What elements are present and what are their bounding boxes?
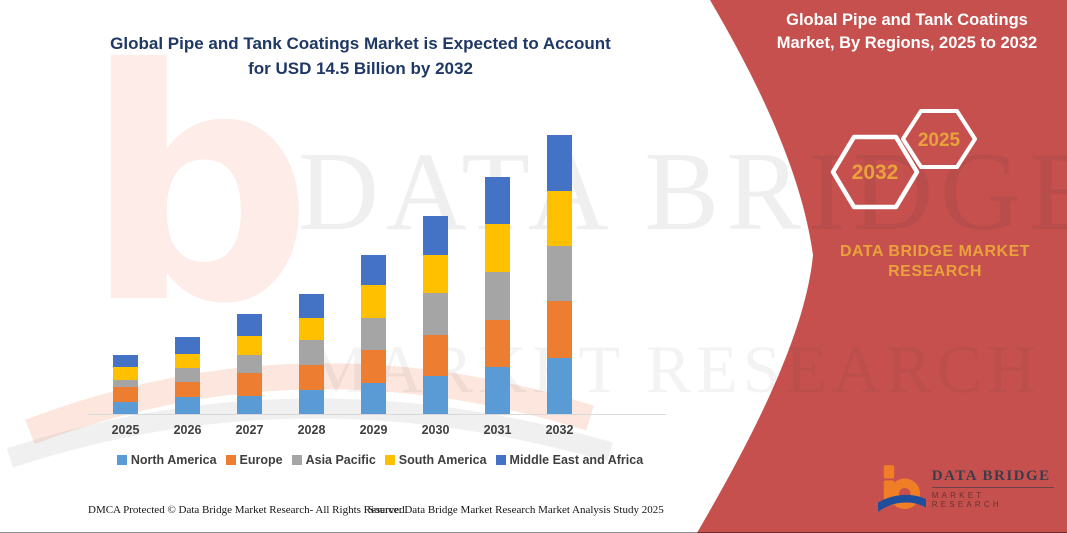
chart-legend: North America Europe Asia Pacific South Ame… — [80, 453, 680, 467]
data-bridge-b-icon — [878, 465, 926, 512]
x-tick-label-2030: 2030 — [421, 423, 450, 437]
x-tick-label-2025: 2025 — [111, 423, 140, 437]
bar-2025-segment-europe — [113, 387, 138, 402]
bar-2025-segment-middle-east-and-africa — [113, 355, 138, 367]
logo-text: DATA BRIDGE MARKET RESEARCH — [931, 468, 1054, 509]
bar-2029-segment-south-america — [361, 285, 386, 318]
x-tick-label-2027: 2027 — [235, 423, 264, 437]
x-tick-label-2026: 2026 — [173, 423, 202, 437]
bar-2031-segment-europe — [485, 320, 510, 367]
chart-title: Global Pipe and Tank Coatings Market is … — [108, 31, 613, 81]
bar-2029 — [361, 255, 386, 414]
hexagon-2032 — [830, 134, 920, 210]
bar-2031 — [485, 177, 510, 414]
bar-2032-segment-asia-pacific — [547, 246, 572, 301]
hexagon-2025 — [901, 109, 977, 169]
x-tick-label-2028: 2028 — [297, 423, 326, 437]
legend-item-europe: Europe — [225, 453, 283, 467]
legend-item-north-america: North America — [116, 453, 217, 467]
legend-swatch-north-america — [116, 455, 127, 465]
bar-2030-segment-south-america — [423, 255, 448, 293]
hexagon-2032-label: 2032 — [852, 161, 899, 184]
bar-2025-segment-north-america — [113, 402, 138, 414]
bar-2032-segment-europe — [547, 301, 572, 358]
bar-2026-segment-north-america — [175, 397, 200, 414]
bar-2027-segment-asia-pacific — [237, 355, 262, 373]
bar-2029-segment-middle-east-and-africa — [361, 255, 386, 285]
x-axis-line — [88, 414, 666, 415]
x-tick-label-2029: 2029 — [359, 423, 388, 437]
legend-swatch-europe — [225, 455, 236, 465]
footer-source-text: Source: Data Bridge Market Research Mark… — [368, 504, 664, 516]
bar-2027-segment-middle-east-and-africa — [237, 314, 262, 336]
bar-2027-segment-south-america — [237, 336, 262, 355]
banner-heading: Global Pipe and Tank Coatings Market, By… — [757, 9, 1057, 55]
legend-label-middle-east-and-africa: Middle East and Africa — [509, 453, 644, 467]
bar-2030-segment-north-america — [423, 376, 448, 414]
bar-2029-segment-north-america — [361, 383, 386, 414]
banner-brand-text: DATA BRIDGE MARKET RESEARCH — [828, 242, 1042, 282]
banner-brand-line1: DATA BRIDGE MARKET — [839, 243, 1031, 260]
legend-label-south-america: South America — [398, 453, 487, 467]
bar-2030-segment-europe — [423, 335, 448, 376]
plot-area — [95, 125, 665, 414]
legend-label-north-america: North America — [130, 453, 217, 467]
bar-2029-segment-europe — [361, 350, 386, 383]
bar-2031-segment-south-america — [485, 224, 510, 272]
bar-2027-segment-north-america — [237, 396, 262, 414]
banner-shape — [697, 0, 1067, 533]
banner-brand-line2: RESEARCH — [888, 263, 982, 280]
bar-2026-segment-asia-pacific — [175, 368, 200, 382]
x-tick-label-2031: 2031 — [483, 423, 512, 437]
logo-sub-name: MARKET RESEARCH — [931, 490, 1002, 509]
bar-2028-segment-middle-east-and-africa — [299, 294, 324, 318]
x-tick-label-2032: 2032 — [545, 423, 574, 437]
bar-2031-segment-asia-pacific — [485, 272, 510, 320]
bar-2032-segment-middle-east-and-africa — [547, 135, 572, 191]
banner-heading-line1: Global Pipe and Tank Coatings — [786, 11, 1028, 29]
bar-2025 — [113, 355, 138, 414]
bar-2028-segment-north-america — [299, 390, 324, 414]
bar-2032-segment-north-america — [547, 358, 572, 414]
bar-2026-segment-south-america — [175, 354, 200, 368]
logo-brand-name: DATA BRIDGE — [931, 468, 1054, 488]
bar-2029-segment-asia-pacific — [361, 318, 386, 350]
legend-item-south-america: South America — [384, 453, 487, 467]
chart-title-line1: Global Pipe and Tank Coatings Market is … — [110, 34, 611, 53]
x-axis-labels: 2025 2026 2027 2028 2029 2030 2031 2032 — [95, 423, 665, 441]
bar-2026 — [175, 337, 200, 414]
chart-title-line2: for USD 14.5 Billion by 2032 — [248, 59, 473, 78]
bar-2032 — [547, 135, 572, 414]
bar-2028-segment-asia-pacific — [299, 340, 324, 365]
bar-2027-segment-europe — [237, 373, 262, 396]
bar-2030 — [423, 216, 448, 414]
bar-2030-segment-middle-east-and-africa — [423, 216, 448, 255]
footer-dmca-text: DMCA Protected © Data Bridge Market Rese… — [88, 504, 408, 516]
bar-2026-segment-europe — [175, 382, 200, 397]
legend-swatch-south-america — [384, 455, 395, 465]
legend-swatch-middle-east-and-africa — [495, 455, 506, 465]
legend-swatch-asia-pacific — [291, 455, 302, 465]
bar-2025-segment-south-america — [113, 367, 138, 380]
bar-2027 — [237, 314, 262, 414]
banner-heading-line2: Market, By Regions, 2025 to 2032 — [776, 34, 1038, 52]
legend-label-asia-pacific: Asia Pacific — [305, 453, 376, 467]
legend-item-middle-east-and-africa: Middle East and Africa — [495, 453, 644, 467]
bar-2031-segment-middle-east-and-africa — [485, 177, 510, 224]
legend-item-asia-pacific: Asia Pacific — [291, 453, 376, 467]
bar-2031-segment-north-america — [485, 367, 510, 414]
year-hexagons: 2032 2025 — [830, 109, 977, 210]
bar-2028-segment-south-america — [299, 318, 324, 340]
bar-2026-segment-middle-east-and-africa — [175, 337, 200, 354]
bar-2030-segment-asia-pacific — [423, 293, 448, 335]
bar-2028-segment-europe — [299, 365, 324, 390]
hexagon-2025-label: 2025 — [918, 130, 961, 151]
bar-2032-segment-south-america — [547, 191, 572, 246]
legend-label-europe: Europe — [239, 453, 283, 467]
data-bridge-logo: DATA BRIDGE MARKET RESEARCH — [878, 461, 1054, 515]
bar-2025-segment-asia-pacific — [113, 380, 138, 387]
bar-2028 — [299, 294, 324, 414]
